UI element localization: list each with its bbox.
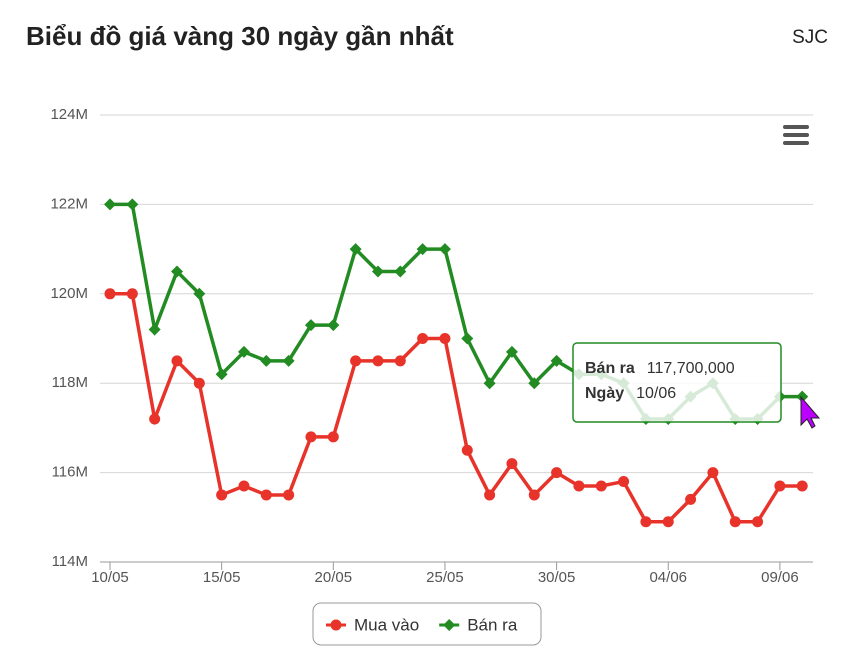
point: [729, 516, 741, 528]
point: [371, 265, 384, 278]
point: [618, 476, 630, 488]
point: [707, 467, 719, 479]
point: [417, 333, 429, 344]
point: [104, 288, 116, 300]
point: [573, 480, 585, 492]
point: [193, 377, 205, 389]
point: [126, 288, 138, 300]
tooltip-text: 10/06: [636, 385, 676, 402]
point: [304, 319, 317, 332]
legend-marker: [330, 619, 342, 631]
point: [505, 345, 518, 358]
point: [349, 243, 362, 256]
x-tick-label: 25/05: [426, 569, 464, 586]
point: [528, 489, 540, 501]
point: [394, 355, 406, 367]
point: [461, 332, 474, 345]
point: [126, 198, 139, 211]
chart-title: Biểu đồ giá vàng 30 ngày gần nhất: [26, 21, 454, 51]
tooltip-box: [572, 342, 782, 423]
tooltip-text: Ngày: [585, 385, 624, 402]
tooltip-text: Bán ra: [585, 360, 635, 377]
y-tick-label: 124M: [50, 106, 88, 123]
point: [416, 243, 429, 256]
point: [149, 413, 161, 425]
point: [484, 489, 496, 501]
point: [350, 355, 362, 367]
point: [148, 323, 161, 336]
point: [170, 265, 183, 278]
y-tick-label: 118M: [52, 374, 88, 391]
point: [506, 458, 518, 470]
x-tick-label: 10/05: [91, 569, 129, 586]
point: [796, 480, 808, 492]
point: [595, 480, 607, 492]
point: [662, 516, 674, 528]
point: [193, 287, 206, 300]
point: [327, 319, 340, 332]
legend-label[interactable]: Mua vào: [354, 615, 419, 634]
point: [282, 354, 295, 367]
point: [551, 467, 563, 479]
point: [550, 354, 563, 367]
x-tick-label: 15/05: [203, 569, 241, 586]
point: [283, 489, 295, 501]
point: [774, 480, 786, 492]
tooltip-text: 117,700,000: [647, 360, 735, 377]
point: [438, 243, 451, 256]
point: [305, 431, 317, 443]
x-tick-label: 30/05: [538, 569, 576, 586]
legend-label[interactable]: Bán ra: [467, 615, 518, 634]
legend-marker: [443, 619, 456, 631]
point: [439, 333, 451, 344]
x-tick-label: 04/06: [649, 569, 687, 586]
point: [685, 493, 697, 505]
point: [461, 444, 473, 456]
x-tick-label: 09/06: [761, 569, 799, 586]
chart-subtitle: SJC: [792, 27, 828, 48]
point: [260, 489, 272, 501]
point: [238, 480, 250, 492]
x-tick-label: 20/05: [315, 569, 353, 586]
y-tick-label: 122M: [50, 195, 88, 212]
point: [260, 354, 273, 367]
point: [752, 516, 764, 528]
point: [104, 198, 116, 211]
point: [216, 489, 228, 501]
menu-bar: [783, 125, 809, 129]
menu-bar: [783, 133, 809, 137]
legend-box: [312, 602, 542, 646]
y-tick-label: 120M: [50, 285, 88, 302]
tooltip-line: Bán ra 117,700,000: [585, 360, 735, 377]
menu-icon[interactable]: [783, 125, 809, 145]
point: [237, 345, 250, 358]
point: [640, 516, 652, 528]
point: [327, 431, 339, 443]
tooltip-line: Ngày 10/06: [585, 385, 676, 402]
point: [215, 368, 228, 381]
y-tick-label: 116M: [52, 464, 88, 481]
cursor: [800, 395, 821, 429]
y-tick-label: 114M: [52, 553, 88, 570]
point: [483, 377, 496, 390]
point: [171, 355, 183, 367]
point: [528, 377, 541, 390]
point: [394, 265, 407, 278]
point: [796, 390, 809, 403]
point: [372, 355, 384, 367]
menu-bar: [783, 141, 809, 145]
